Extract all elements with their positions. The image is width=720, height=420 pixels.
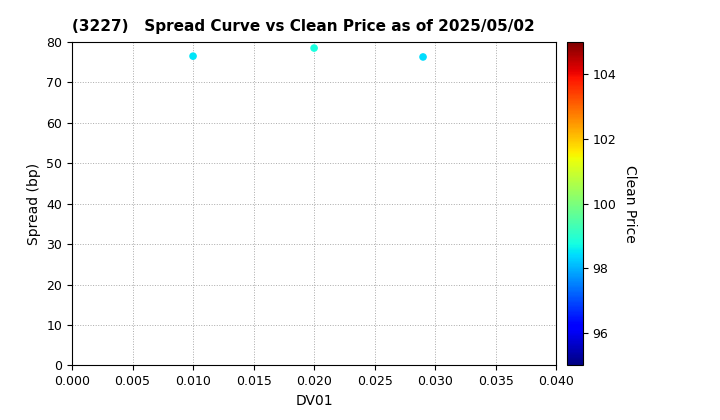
Y-axis label: Spread (bp): Spread (bp)	[27, 163, 41, 245]
Text: (3227)   Spread Curve vs Clean Price as of 2025/05/02: (3227) Spread Curve vs Clean Price as of…	[72, 19, 535, 34]
Y-axis label: Clean Price: Clean Price	[623, 165, 637, 243]
Point	[308, 45, 320, 51]
Point	[418, 54, 429, 60]
Point	[187, 53, 199, 60]
X-axis label: DV01: DV01	[295, 394, 333, 408]
